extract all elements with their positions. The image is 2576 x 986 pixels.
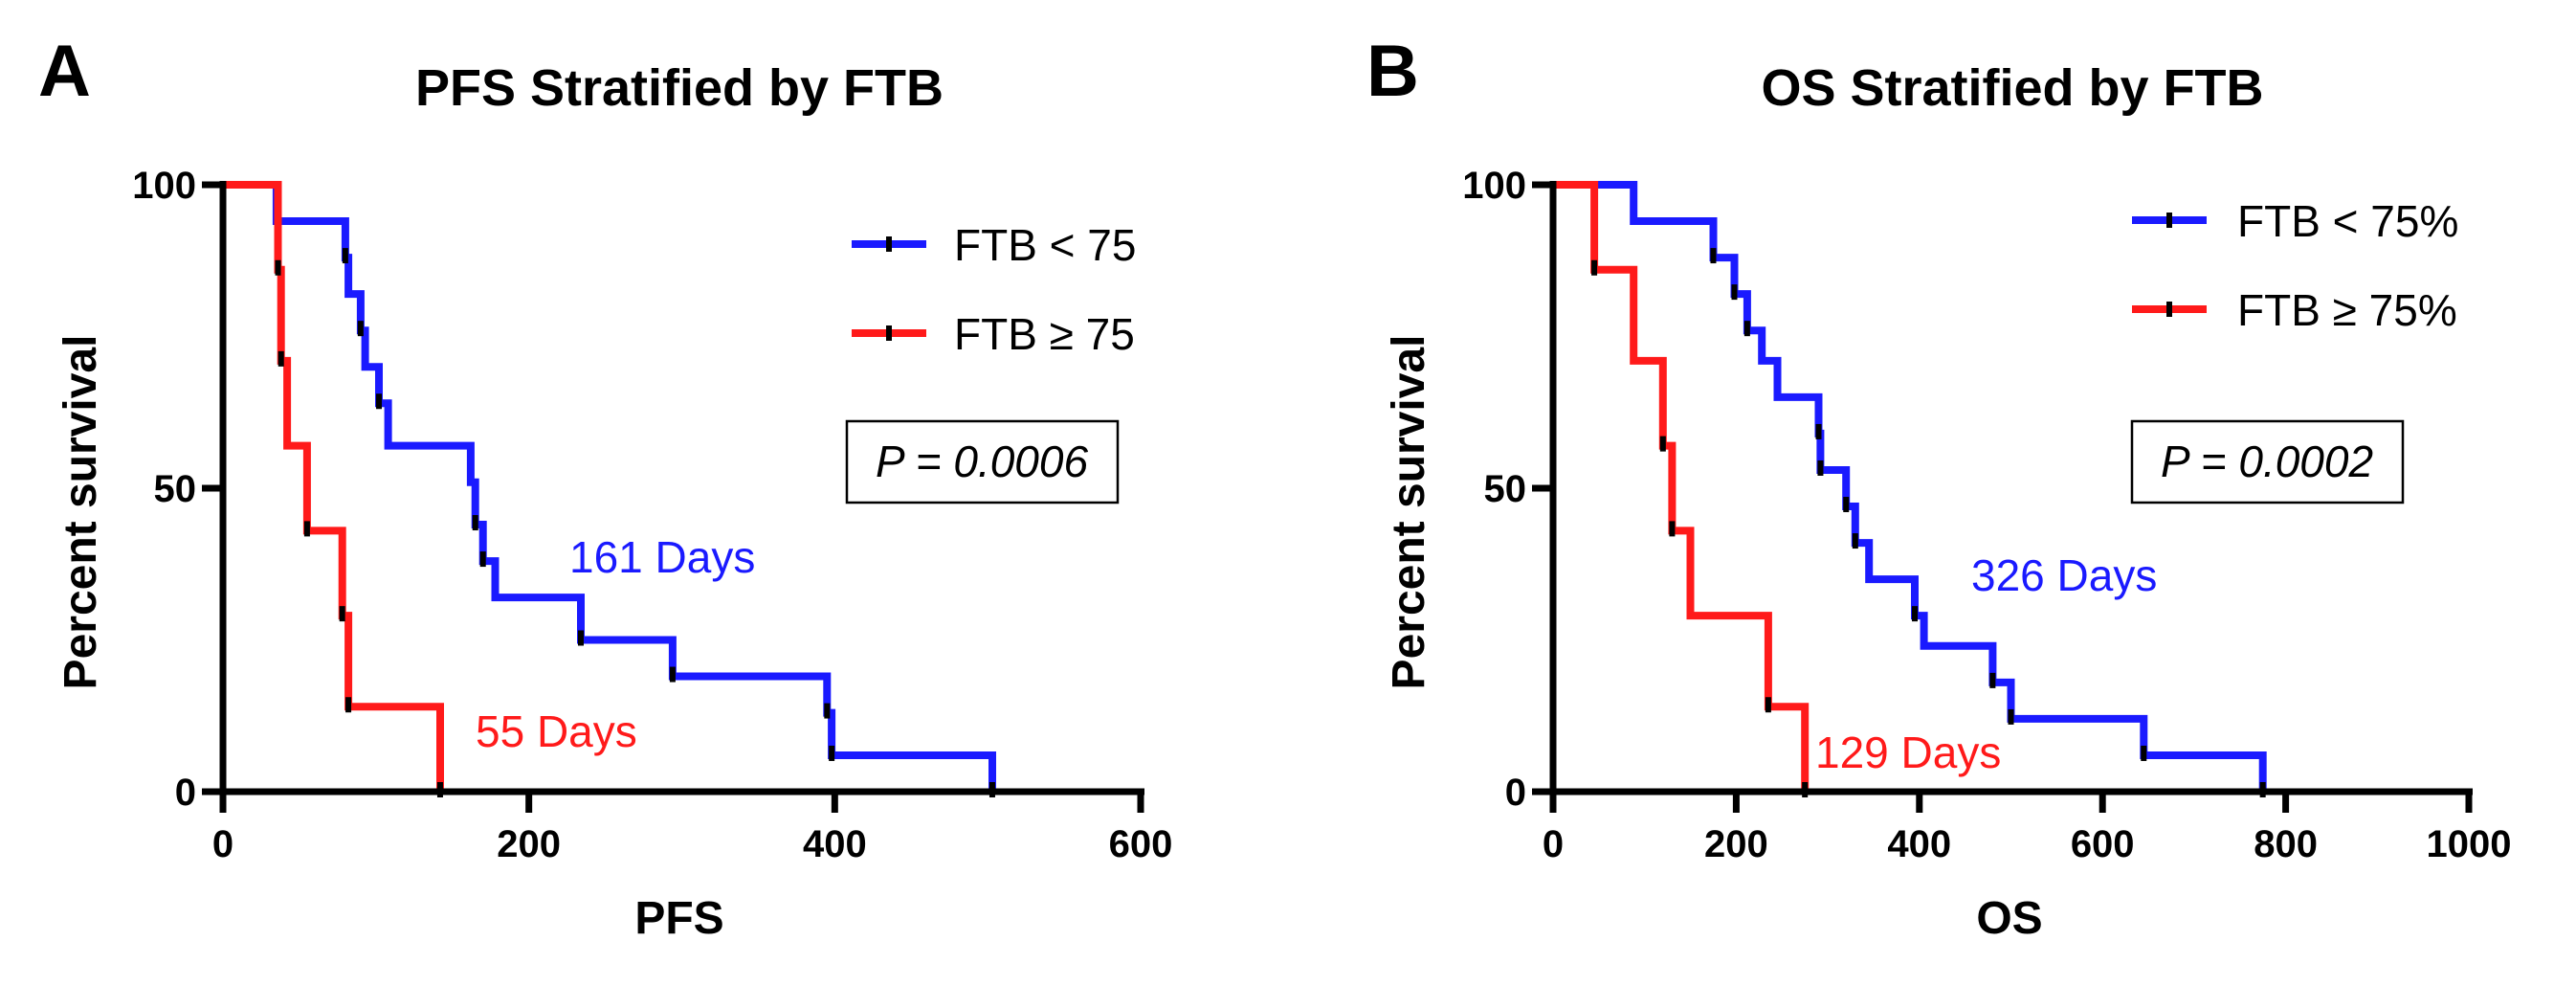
series-line-1: [1553, 181, 1810, 792]
x-tick-label: 800: [2254, 823, 2318, 865]
y-axis-label: Percent survival: [56, 335, 106, 690]
x-tick-label: 400: [803, 823, 867, 865]
pvalue-text: P = 0.0002: [2161, 437, 2373, 486]
plot-area: 0 50 100 0 200 400 600: [132, 165, 1172, 865]
y-tick-label: 50: [154, 468, 197, 510]
legend: FTB < 75% FTB ≥ 75%: [2132, 196, 2458, 335]
median-label-1: 129 Days: [1815, 728, 2001, 777]
legend-label-1: FTB ≥ 75%: [2237, 285, 2457, 335]
series-line-0: [223, 181, 996, 792]
legend-label-0: FTB < 75: [954, 220, 1136, 270]
panel-a: A PFS Stratified by FTB Percent survival…: [38, 31, 1172, 944]
pvalue-box: [2130, 419, 2405, 504]
x-tick-label: 600: [2071, 823, 2135, 865]
pvalue-box: [845, 419, 1120, 504]
median-label-0: 161 Days: [569, 532, 755, 582]
x-tick-label: 400: [1887, 823, 1951, 865]
panel-letter: B: [1366, 31, 1419, 112]
x-axis-label: OS: [1976, 893, 2042, 944]
series-line-1: [223, 181, 444, 792]
chart-title: OS Stratified by FTB: [1761, 59, 2263, 117]
legend-label-1: FTB ≥ 75: [954, 309, 1135, 359]
y-tick-label: 100: [1462, 165, 1526, 207]
x-tick-label: 1000: [2427, 823, 2512, 865]
x-tick-label: 200: [497, 823, 561, 865]
series-line-0: [1553, 181, 2267, 792]
y-tick-label: 0: [175, 772, 196, 814]
x-tick-label: 0: [212, 823, 233, 865]
chart-title: PFS Stratified by FTB: [415, 59, 944, 117]
y-tick-label: 50: [1484, 468, 1527, 510]
x-axis-label: PFS: [634, 893, 723, 944]
y-tick-label: 0: [1505, 772, 1526, 814]
x-tick-label: 200: [1704, 823, 1768, 865]
legend-label-0: FTB < 75%: [2237, 196, 2458, 246]
median-label-0: 326 Days: [1971, 550, 2157, 600]
x-tick-label: 600: [1109, 823, 1173, 865]
panel-letter: A: [38, 31, 91, 112]
y-tick-label: 100: [132, 165, 196, 207]
y-axis-label: Percent survival: [1384, 335, 1434, 690]
pvalue-text: P = 0.0006: [876, 437, 1089, 486]
panel-b: B OS Stratified by FTB Percent survival …: [1366, 31, 2511, 944]
median-label-1: 55 Days: [476, 706, 637, 756]
legend: FTB < 75 FTB ≥ 75: [852, 220, 1136, 359]
x-tick-label: 0: [1543, 823, 1564, 865]
